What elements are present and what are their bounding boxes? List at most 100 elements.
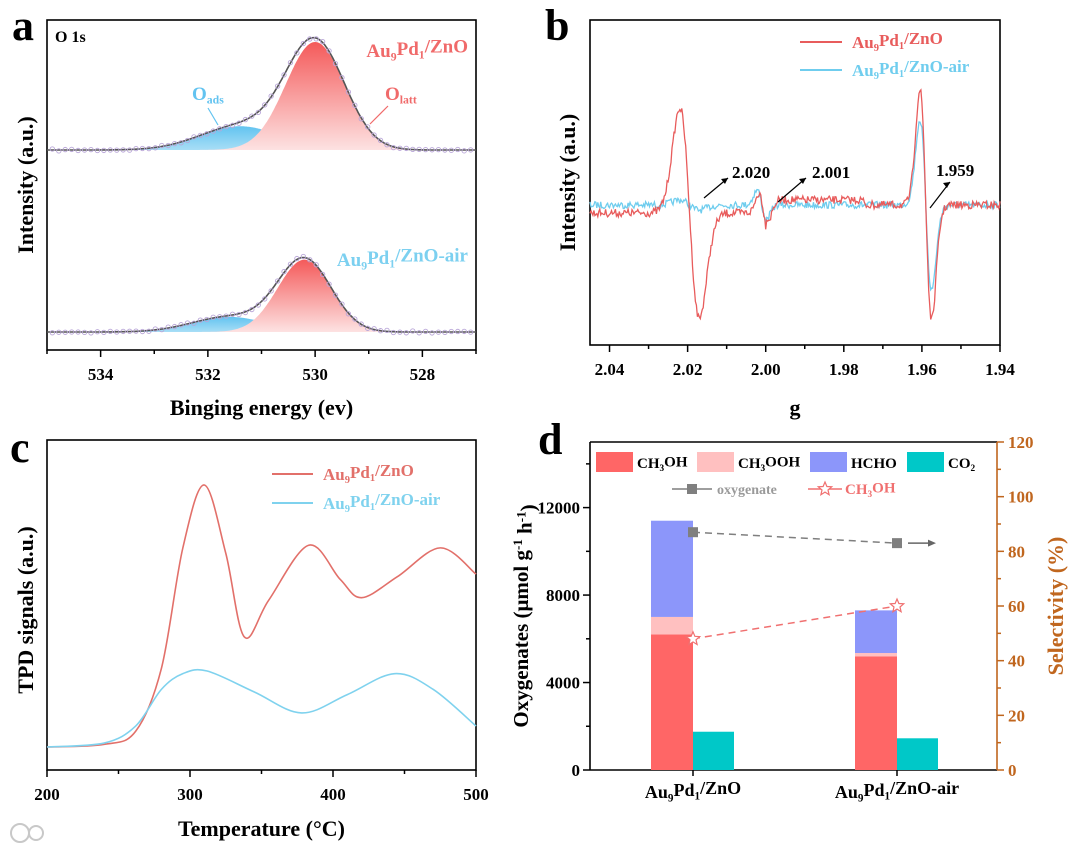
raw-data-point [274, 278, 281, 284]
g-value-label: 1.959 [936, 161, 974, 180]
legend-label: oxygenate [717, 483, 777, 498]
o-latt-arrow-icon [369, 105, 389, 125]
raw-data-point [139, 145, 146, 152]
oxygenate-selectivity-line [692, 531, 898, 544]
x-tick-label: 1.98 [829, 360, 859, 379]
raw-data-point [422, 328, 429, 335]
raw-data-point [204, 316, 210, 323]
raw-data-point [294, 255, 300, 262]
raw-data-point [410, 146, 416, 153]
raw-data-point [197, 132, 204, 139]
raw-data-point [358, 116, 364, 122]
raw-data-point [268, 288, 274, 294]
legend-label: Au9Pd1/ZnO-air [323, 490, 441, 515]
raw-data-point [88, 330, 94, 336]
raw-data-point [191, 134, 197, 140]
raw-data-point [159, 142, 165, 149]
x-tick-label: 1.94 [985, 360, 1015, 379]
raw-data-point [390, 144, 397, 151]
raw-data-point [384, 327, 390, 334]
raw-data-point [294, 50, 300, 56]
o-ads-label: Oads [192, 84, 224, 107]
raw-data-point [442, 329, 448, 336]
panel-label-b: b [545, 1, 569, 50]
raw-data-point [262, 102, 268, 108]
raw-data-point [178, 322, 184, 328]
series-label-zno-air: Au9Pd1/ZnO-air [337, 246, 469, 273]
raw-data-point [390, 329, 397, 336]
x-tick-label: Au9Pd1/ZnO-air [835, 778, 959, 804]
raw-data-point [56, 329, 62, 335]
raw-data-point [88, 146, 94, 153]
oxygenate-selectivity-point [688, 527, 698, 538]
raw-data-point [307, 257, 313, 263]
arrow-head-icon [799, 178, 806, 184]
raw-data-point [49, 146, 56, 152]
raw-data-point [165, 324, 171, 330]
raw-data-point [197, 317, 204, 323]
raw-data-point [435, 329, 442, 335]
x-tick-label: 1.96 [907, 360, 937, 379]
g-value-label: 2.001 [812, 163, 850, 182]
tpd-curve-line [46, 484, 477, 748]
y-axis-label: Intensity (a.u.) [555, 114, 580, 252]
raw-data-point [242, 309, 249, 316]
legend-label: CO2 [948, 456, 976, 474]
raw-data-point [461, 148, 467, 154]
epr-spectrum-line [589, 121, 1001, 292]
raw-data-point [326, 281, 332, 287]
raw-data-point [307, 36, 313, 42]
raw-data-point [133, 145, 139, 152]
raw-data-point [448, 147, 454, 153]
raw-data-point [403, 145, 409, 152]
raw-data-point [165, 142, 171, 149]
raw-data-point [75, 329, 81, 335]
legend-swatch [697, 452, 734, 472]
raw-data-point [287, 59, 294, 66]
raw-data-point [49, 330, 56, 336]
raw-data-point [300, 40, 306, 47]
ch3oh-selectivity-line [692, 605, 898, 640]
raw-data-point [146, 145, 152, 152]
y-tick-label: 8000 [546, 586, 580, 605]
legend-swatch [810, 452, 847, 472]
legend-swatch [907, 452, 944, 472]
raw-data-point [300, 253, 306, 260]
raw-data-point [223, 313, 229, 319]
legend-label: Au9Pd1/ZnO [323, 461, 414, 486]
raw-data-point [268, 93, 274, 99]
x-axis-label: Temperature (°C) [178, 816, 345, 841]
series-label-zno: Au9Pd1/ZnO [366, 37, 468, 64]
raw-data-point [377, 328, 384, 334]
raw-data-point [191, 320, 197, 326]
raw-data-point [210, 314, 216, 320]
raw-data-point [255, 302, 261, 308]
raw-data-point [429, 147, 435, 153]
raw-data-point [397, 145, 403, 151]
y-tick-label: 4000 [546, 674, 580, 693]
raw-data-point [255, 109, 261, 116]
raw-data-point [371, 132, 377, 138]
raw-data-point [319, 39, 326, 45]
legend-square-icon [687, 484, 697, 494]
raw-data-point [403, 330, 409, 336]
legend-star-icon [816, 480, 834, 496]
raw-data-point [62, 146, 68, 153]
raw-data-point [384, 142, 390, 148]
raw-data-point [262, 296, 268, 302]
g-value-label: 2.020 [732, 163, 770, 182]
raw-data-point [326, 48, 332, 54]
bar-hcho [651, 520, 693, 617]
bar-hcho [855, 610, 897, 654]
arrow-head-icon [928, 539, 936, 547]
raw-data-point [133, 328, 139, 334]
x-tick-label: 400 [320, 785, 346, 804]
panel-a-xps: 534 532 530 528 Binging energy (ev) Intensity… [13, 19, 477, 420]
raw-data-point [365, 325, 371, 331]
legend-swatch [596, 452, 633, 472]
panel-d-bars: 0 4000 8000 12000 0 20 40 60 80 100 120 Oxygenates … [509, 433, 1068, 804]
raw-data-point [120, 147, 126, 153]
raw-data-point [249, 306, 255, 313]
raw-data-point [171, 323, 178, 330]
